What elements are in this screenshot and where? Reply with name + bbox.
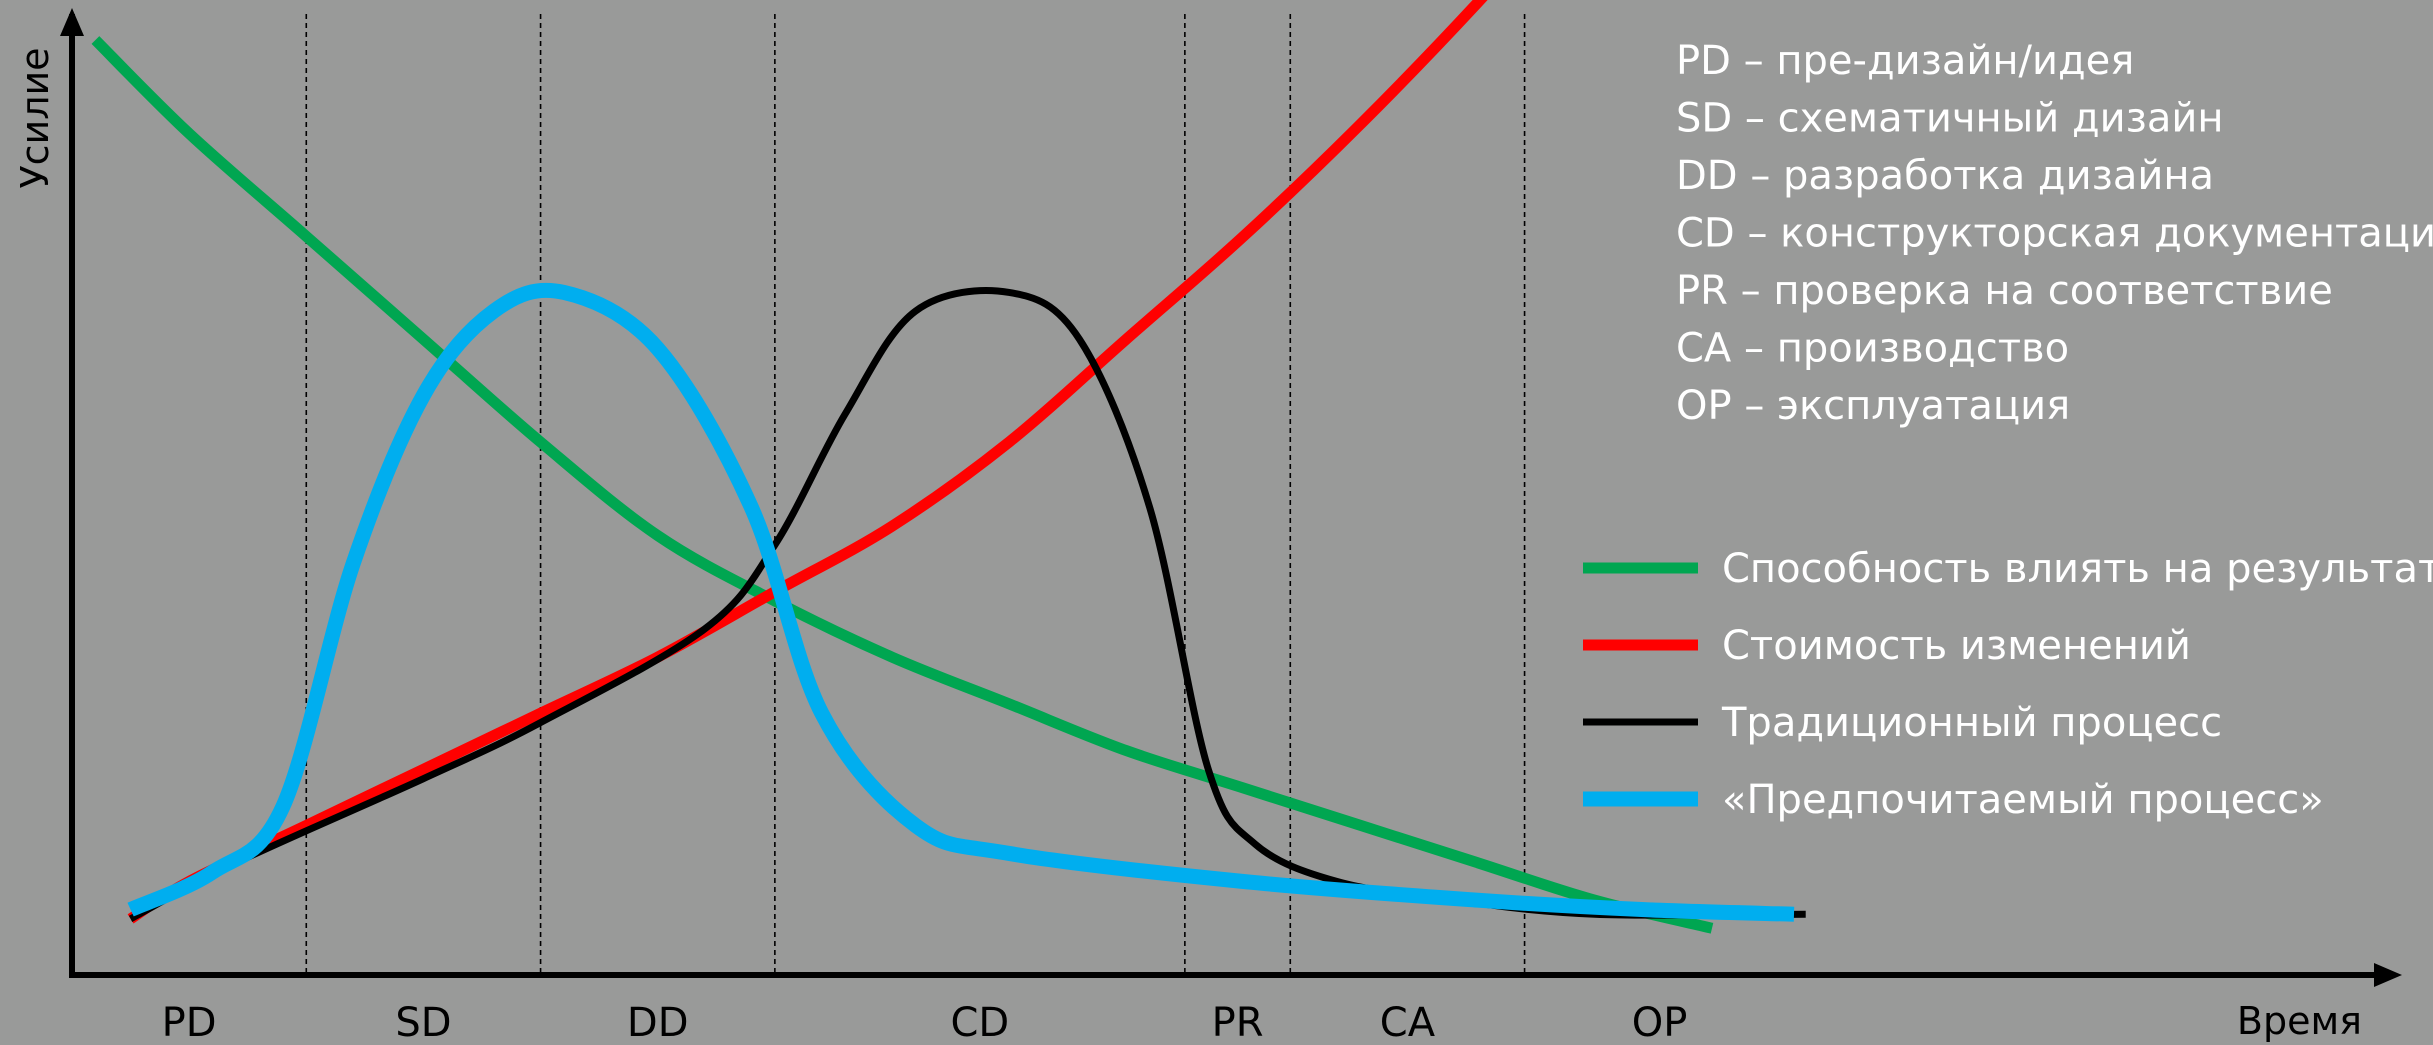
abbreviation-item: CD – конструкторская документация (1676, 211, 2433, 257)
axes (60, 8, 2402, 987)
phase-label-dd: DD (627, 1000, 689, 1045)
phase-label-sd: SD (395, 1000, 451, 1045)
legend-label-influence: Способность влиять на результат (1722, 546, 2433, 592)
abbreviation-item: PR – проверка на соответствие (1676, 268, 2333, 314)
y-axis-arrow (60, 8, 84, 36)
series-traditional-process-line (128, 287, 1806, 922)
abbreviation-item: CA – производство (1676, 326, 2069, 372)
phase-label-op: OP (1632, 1000, 1688, 1045)
phase-label-pd: PD (162, 1000, 217, 1045)
phase-label-pr: PR (1212, 1000, 1264, 1045)
phase-label-cd: CD (950, 1000, 1009, 1045)
phase-boundary-lines (305, 14, 1526, 972)
abbreviation-item: OP – эксплуатация (1676, 383, 2070, 429)
legend-label-cost-of-change: Стоимость изменений (1722, 623, 2191, 669)
phase-label-ca: CA (1380, 1000, 1436, 1045)
legend-label-traditional-process: Традиционный процесс (1721, 700, 2222, 746)
series-preferred-process-line (127, 282, 1795, 922)
x-axis-title: Время (2237, 999, 2362, 1043)
abbreviation-item: SD – схематичный дизайн (1676, 96, 2224, 142)
series-influence-line (91, 36, 1714, 934)
abbreviation-list: PD – пре-дизайн/идея SD – схематичный диз… (1676, 38, 2433, 429)
series-cost-of-change-line (127, 0, 1488, 924)
y-axis-title: Усилие (13, 47, 57, 188)
legend-label-preferred-process: «Предпочитаемый процесс» (1722, 777, 2324, 823)
legend: Способность влиять на результат Стоимость… (1583, 546, 2433, 823)
series-lines (91, 0, 1806, 934)
x-axis-arrow (2374, 963, 2402, 987)
abbreviation-item: PD – пре-дизайн/идея (1676, 38, 2134, 84)
phase-labels: PD SD DD CD PR CA OP (162, 1000, 1688, 1045)
abbreviation-item: DD – разработка дизайна (1676, 153, 2214, 199)
